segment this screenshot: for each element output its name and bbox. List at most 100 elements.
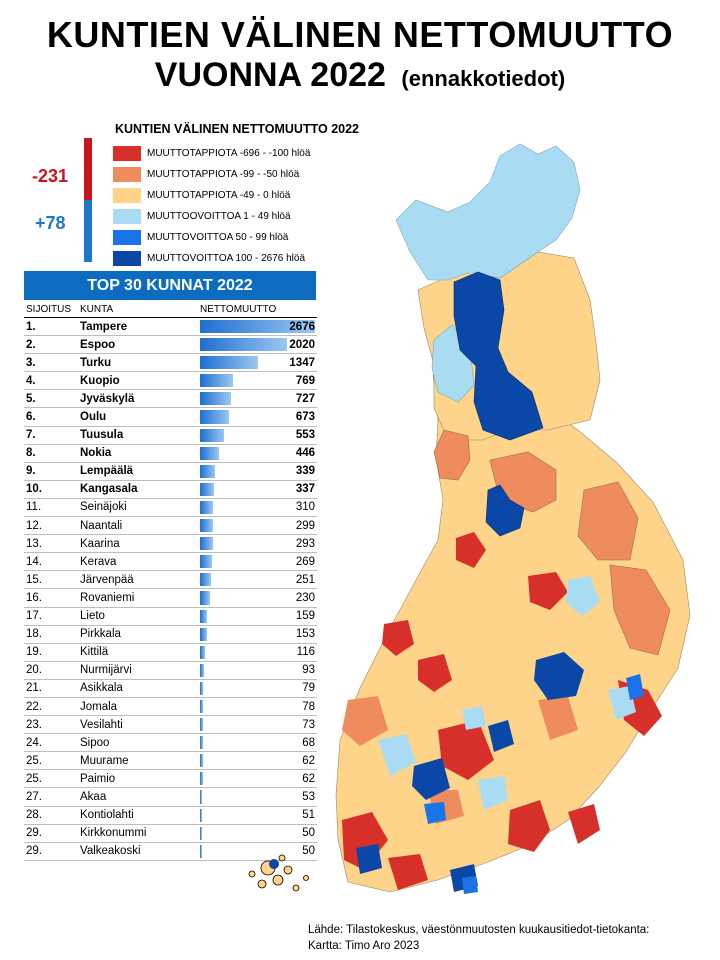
municipality-cell: Asikkala bbox=[78, 679, 198, 698]
positive-indicator-bar bbox=[84, 200, 92, 262]
map-orange-kainuu bbox=[577, 481, 639, 561]
net-migration-bar bbox=[200, 537, 213, 551]
map-jyvaskyla-dark-blue bbox=[488, 720, 514, 752]
net-migration-bar bbox=[200, 808, 202, 822]
net-migration-cell: 769 bbox=[198, 371, 317, 391]
rank-cell: 23. bbox=[24, 715, 78, 735]
rank-cell: 11. bbox=[24, 498, 78, 518]
net-migration-cell: 79 bbox=[198, 679, 317, 698]
net-migration-bar bbox=[200, 699, 203, 714]
table-row: 13. Kaarina 293 bbox=[24, 534, 317, 554]
map-lightblue-2 bbox=[478, 776, 508, 810]
net-migration-cell: 62 bbox=[198, 769, 317, 789]
net-migration-cell: 293 bbox=[198, 534, 317, 554]
net-migration-bar bbox=[200, 555, 212, 569]
municipality-cell: Jomala bbox=[78, 697, 198, 717]
table-row: 27. Akaa 53 bbox=[24, 787, 317, 807]
rank-cell: 27. bbox=[24, 787, 78, 807]
legend-swatch bbox=[113, 188, 141, 203]
table-row: 29. Valkeakoski 50 bbox=[24, 842, 317, 861]
net-migration-bar bbox=[200, 681, 203, 695]
net-migration-cell: 299 bbox=[198, 516, 317, 536]
net-migration-bar bbox=[200, 338, 287, 352]
net-migration-value: 73 bbox=[302, 718, 315, 731]
table-row: 20. Nurmijärvi 93 bbox=[24, 661, 317, 680]
map-red-3 bbox=[382, 620, 414, 656]
rank-cell: 14. bbox=[24, 552, 78, 572]
map-orange-south-2 bbox=[538, 696, 578, 740]
table-row: 3. Turku 1347 bbox=[24, 353, 317, 373]
map-blue-2 bbox=[626, 674, 644, 700]
net-migration-cell: 93 bbox=[198, 661, 317, 680]
map-orange-south-1 bbox=[342, 696, 388, 746]
net-migration-cell: 68 bbox=[198, 733, 317, 753]
legend-label: MUUTTOOVOITTOA 1 - 49 hlöä bbox=[147, 211, 291, 222]
map-oulu-dark-blue bbox=[485, 484, 525, 537]
legend-label: MUUTTOTAPPIOTA -49 - 0 hlöä bbox=[147, 190, 291, 201]
table-row: 22. Jomala 78 bbox=[24, 697, 317, 717]
rank-cell: 21. bbox=[24, 679, 78, 698]
legend-title: KUNTIEN VÄLINEN NETTOMUUTTO 2022 bbox=[115, 122, 360, 136]
municipality-cell: Paimio bbox=[78, 769, 198, 789]
map-jomala bbox=[269, 859, 279, 869]
legend-label: MUUTTOVOITTOA 100 - 2676 hlöä bbox=[147, 253, 306, 264]
net-migration-value: 339 bbox=[295, 465, 315, 478]
net-migration-value: 93 bbox=[302, 664, 315, 677]
net-migration-value: 153 bbox=[295, 628, 315, 641]
rank-cell: 24. bbox=[24, 733, 78, 753]
map-red-7 bbox=[342, 812, 388, 870]
rank-cell: 10. bbox=[24, 480, 78, 499]
table-row: 18. Pirkkala 153 bbox=[24, 625, 317, 644]
rank-cell: 5. bbox=[24, 389, 78, 409]
finland-municipality-map bbox=[248, 143, 691, 894]
rank-cell: 6. bbox=[24, 407, 78, 427]
net-migration-bar bbox=[200, 320, 315, 334]
table-row: 17. Lieto 159 bbox=[24, 607, 317, 626]
legend-swatch bbox=[113, 230, 141, 245]
municipality-cell: Jyväskylä bbox=[78, 389, 198, 409]
municipality-cell: Kuopio bbox=[78, 371, 198, 391]
net-migration-value: 251 bbox=[295, 573, 315, 586]
net-migration-value: 68 bbox=[302, 736, 315, 749]
table-row: 5. Jyväskylä 727 bbox=[24, 389, 317, 409]
table-row: 9. Lempäälä 339 bbox=[24, 462, 317, 481]
column-header-municipality: KUNTA bbox=[78, 301, 198, 318]
net-migration-value: 769 bbox=[295, 374, 315, 387]
net-migration-value: 310 bbox=[295, 501, 315, 514]
rank-cell: 15. bbox=[24, 570, 78, 590]
municipality-cell: Naantali bbox=[78, 516, 198, 536]
legend-item: MUUTTOVOITTOA 50 - 99 hlöä bbox=[113, 227, 310, 248]
source-line: Lähde: Tilastokeskus, väestönmuutosten k… bbox=[308, 924, 650, 936]
net-migration-cell: 73 bbox=[198, 715, 317, 735]
rank-cell: 9. bbox=[24, 462, 78, 481]
net-migration-cell: 159 bbox=[198, 607, 317, 626]
rank-cell: 17. bbox=[24, 607, 78, 626]
net-migration-cell: 727 bbox=[198, 389, 317, 409]
net-migration-cell: 673 bbox=[198, 407, 317, 427]
rank-cell: 25. bbox=[24, 769, 78, 789]
net-migration-cell: 251 bbox=[198, 570, 317, 590]
legend-swatch bbox=[113, 209, 141, 224]
negative-count: -231 bbox=[32, 166, 69, 186]
net-migration-cell: 1347 bbox=[198, 353, 317, 373]
net-migration-bar bbox=[200, 754, 203, 768]
table-row: 2. Espoo 2020 bbox=[24, 335, 317, 355]
net-migration-bar bbox=[200, 609, 207, 623]
rank-cell: 28. bbox=[24, 806, 78, 825]
net-migration-bar bbox=[200, 627, 207, 641]
net-migration-cell: 53 bbox=[198, 787, 317, 807]
legend-item: MUUTTOTAPPIOTA -49 - 0 hlöä bbox=[113, 185, 310, 206]
net-migration-cell: 2020 bbox=[198, 335, 317, 355]
rank-cell: 13. bbox=[24, 534, 78, 554]
net-migration-value: 159 bbox=[295, 610, 315, 623]
map-lightblue-4 bbox=[462, 706, 486, 730]
table-row: 10. Kangasala 337 bbox=[24, 480, 317, 499]
net-migration-value: 673 bbox=[295, 411, 315, 424]
legend-label: MUUTTOVOITTOA 50 - 99 hlöä bbox=[147, 232, 289, 243]
map-dark-blue-north bbox=[453, 271, 544, 441]
table-row: 25. Muurame 62 bbox=[24, 751, 317, 771]
rank-cell: 1. bbox=[24, 317, 78, 337]
net-migration-bar bbox=[200, 500, 213, 515]
net-migration-cell: 153 bbox=[198, 625, 317, 644]
map-credit: Kartta: Timo Aro 2023 bbox=[308, 940, 420, 952]
